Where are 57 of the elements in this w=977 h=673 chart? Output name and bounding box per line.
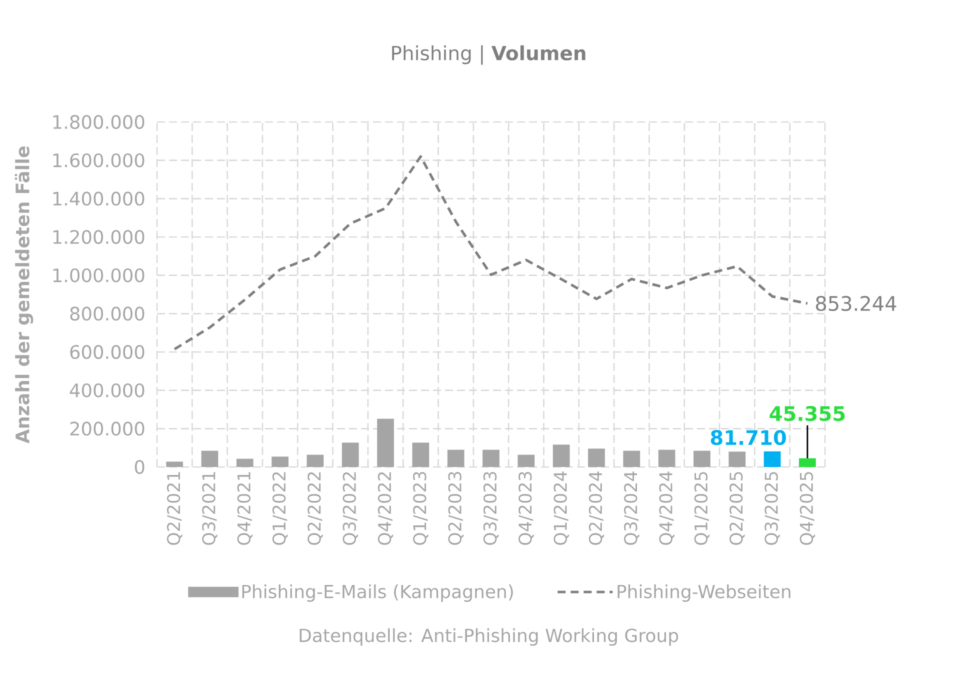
x-tick-label: Q4/2025: [800, 472, 816, 545]
bar: [447, 450, 464, 467]
data-label: 81.710: [710, 430, 786, 446]
bar: [482, 450, 500, 467]
x-tick-label: Q1/2022: [272, 472, 288, 545]
x-tick-label: Q3/2023: [483, 472, 499, 545]
bar: [306, 454, 324, 467]
bar: [201, 450, 218, 467]
legend-label: Phishing-E-Mails (Kampagnen): [242, 584, 513, 602]
y-tick-label: 800.000: [70, 306, 144, 321]
bar: [764, 451, 781, 467]
x-tick-label: Q4/2021: [237, 472, 253, 545]
x-tick-label: Q2/2021: [166, 472, 182, 545]
bar: [412, 442, 430, 467]
x-tick-label: Q2/2022: [308, 472, 323, 545]
x-tick-label: Q3/2024: [624, 472, 640, 545]
bar: [236, 458, 254, 467]
x-tick-label: Q1/2024: [554, 472, 569, 545]
bar: [272, 456, 288, 467]
data-label: 853.244: [816, 296, 896, 312]
bar: [552, 444, 570, 467]
bar: [166, 462, 184, 467]
x-tick-label: Q4/2024: [659, 472, 674, 545]
y-tick-label: 0: [134, 460, 144, 474]
y-tick-label: 1.000.000: [53, 268, 144, 282]
y-tick-label: 200.000: [70, 422, 144, 436]
x-tick-label: Q4/2022: [378, 472, 394, 545]
x-tick-label: Q2/2025: [729, 472, 745, 545]
x-tick-label: Q1/2023: [413, 472, 428, 545]
bar: [728, 452, 746, 467]
legend-label: Phishing-Webseiten: [618, 584, 790, 602]
bar: [588, 448, 605, 467]
bar: [694, 450, 710, 467]
line-series: [173, 155, 809, 350]
x-tick-label: Q3/2022: [342, 472, 358, 545]
bar: [342, 442, 359, 467]
x-tick-label: Q4/2023: [518, 472, 534, 545]
bar: [658, 450, 676, 467]
y-tick-label: 1.400.000: [53, 192, 144, 206]
bar: [377, 418, 394, 467]
x-tick-label: Q3/2021: [202, 472, 218, 545]
y-tick-label: 1.600.000: [53, 153, 144, 168]
x-tick-label: Q3/2025: [764, 472, 780, 545]
bar: [798, 458, 816, 467]
y-axis-title: Anzahl der gemeldeten Fälle: [14, 146, 34, 444]
data-label: 45.355: [770, 406, 845, 422]
bar: [623, 450, 640, 467]
y-tick-label: 600.000: [70, 344, 144, 359]
y-tick-label: 1.200.000: [53, 230, 144, 244]
y-tick-label: 1.800.000: [53, 114, 144, 129]
chart-title: Phishing | Volumen: [392, 45, 586, 65]
bar: [518, 454, 535, 467]
y-tick-label: 400.000: [70, 383, 144, 398]
x-tick-label: Q1/2025: [694, 472, 710, 545]
text: Datenquelle: Anti-Phishing Working Group: [300, 628, 678, 646]
x-tick-label: Q2/2023: [448, 472, 464, 545]
x-tick-label: Q2/2024: [588, 472, 604, 545]
